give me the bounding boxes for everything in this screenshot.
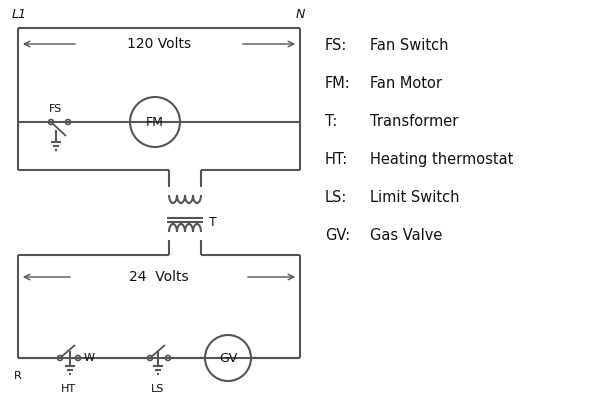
Text: 120 Volts: 120 Volts [127, 37, 191, 51]
Text: L1: L1 [12, 8, 27, 20]
Text: Gas Valve: Gas Valve [370, 228, 442, 243]
Text: Fan Motor: Fan Motor [370, 76, 442, 91]
Text: LS:: LS: [325, 190, 348, 205]
Text: GV: GV [219, 352, 237, 364]
Text: FM:: FM: [325, 76, 350, 91]
Text: FS: FS [48, 104, 61, 114]
Text: FS:: FS: [325, 38, 348, 53]
Text: Fan Switch: Fan Switch [370, 38, 448, 53]
Text: 24  Volts: 24 Volts [129, 270, 189, 284]
Text: GV:: GV: [325, 228, 350, 243]
Text: N: N [296, 8, 304, 20]
Text: W: W [84, 353, 95, 363]
Text: T: T [209, 216, 217, 228]
Text: Transformer: Transformer [370, 114, 458, 129]
Text: FM: FM [146, 116, 164, 128]
Text: R: R [14, 371, 22, 381]
Text: HT: HT [60, 384, 76, 394]
Text: LS: LS [151, 384, 165, 394]
Text: HT:: HT: [325, 152, 348, 167]
Text: Heating thermostat: Heating thermostat [370, 152, 513, 167]
Text: T:: T: [325, 114, 337, 129]
Text: Limit Switch: Limit Switch [370, 190, 460, 205]
